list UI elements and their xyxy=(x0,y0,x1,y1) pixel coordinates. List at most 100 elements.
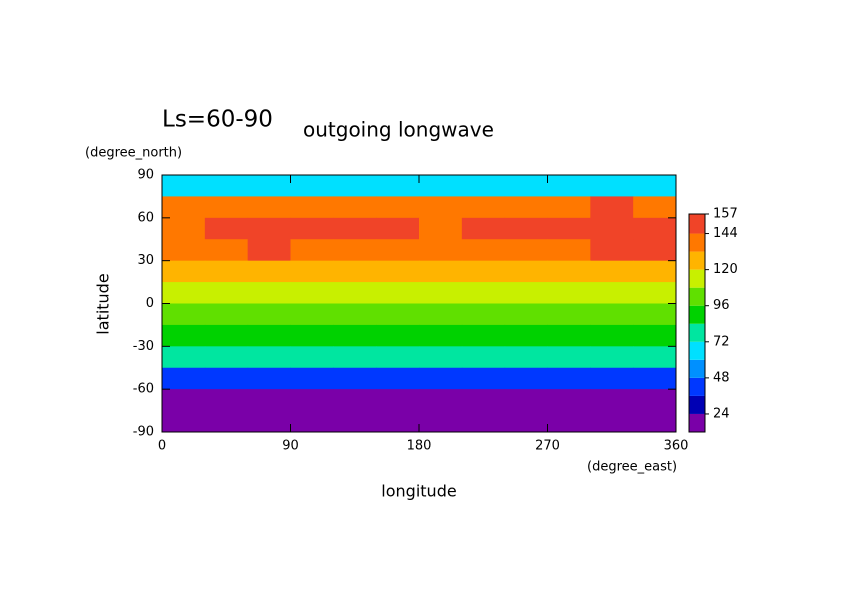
field-cell xyxy=(376,303,420,326)
field-cell xyxy=(290,260,334,283)
field-cell xyxy=(461,410,506,433)
y-tick-label: -90 xyxy=(133,425,154,440)
x-axis-label: longitude xyxy=(381,482,456,501)
field-cell xyxy=(290,389,334,412)
y-tick-label: 30 xyxy=(137,253,154,268)
field-cell xyxy=(419,239,463,262)
field-cell xyxy=(547,367,591,390)
field-cell xyxy=(547,196,591,219)
field-cell xyxy=(419,389,463,412)
y-tick-label: -60 xyxy=(133,382,154,397)
field-cell xyxy=(633,303,677,326)
field-cell xyxy=(504,367,548,390)
colorbar-band xyxy=(689,377,705,396)
field-cell xyxy=(204,196,249,219)
field-cell xyxy=(547,410,591,433)
field-cell xyxy=(419,303,463,326)
field-cell xyxy=(590,346,634,369)
field-cell xyxy=(162,282,206,304)
field-cell xyxy=(504,239,548,262)
x-tick-label: 180 xyxy=(407,439,432,454)
field-cell xyxy=(419,196,463,219)
field-cell xyxy=(162,260,206,283)
field-cell xyxy=(547,303,591,326)
field-cell xyxy=(162,410,206,433)
x-tick-label: 90 xyxy=(282,439,299,454)
field-cell xyxy=(162,239,206,262)
field-cell xyxy=(419,346,463,369)
field-cell xyxy=(504,260,548,283)
x-tick-label: 360 xyxy=(664,439,689,454)
x-unit: (degree_east) xyxy=(587,460,677,475)
colorbar-tick-label: 157 xyxy=(713,207,738,222)
field-cell xyxy=(290,367,334,390)
field-cell xyxy=(590,260,634,283)
field-cell xyxy=(247,389,291,412)
x-tick-label: 270 xyxy=(535,439,560,454)
field-cell xyxy=(247,367,291,390)
field-cell xyxy=(461,367,506,390)
field-cell xyxy=(333,389,377,412)
field-cell xyxy=(290,239,334,262)
field-cell xyxy=(590,282,634,304)
field-cell xyxy=(162,303,206,326)
colorbar-tick-label: 144 xyxy=(713,226,738,241)
field-cell xyxy=(333,196,377,219)
field-cell xyxy=(419,217,463,240)
field-cell xyxy=(333,239,377,262)
field-cell xyxy=(590,196,634,219)
field-cell xyxy=(633,324,677,347)
field-cell xyxy=(162,346,206,369)
y-unit: (degree_north) xyxy=(85,146,182,161)
field-cell xyxy=(162,389,206,412)
field-cell xyxy=(461,346,506,369)
field-cell xyxy=(633,367,677,390)
field-cell xyxy=(633,346,677,369)
field-cell xyxy=(204,260,249,283)
colorbar-band xyxy=(689,359,705,378)
field-cell xyxy=(504,175,548,197)
field-cell xyxy=(547,175,591,197)
colorbar-band xyxy=(689,323,705,342)
field-cell xyxy=(204,303,249,326)
field-cell xyxy=(333,346,377,369)
field-cell xyxy=(590,303,634,326)
colorbar-band xyxy=(689,305,705,324)
field-cell xyxy=(461,260,506,283)
field-cell xyxy=(376,175,420,197)
field-cell xyxy=(290,217,334,240)
field-cell xyxy=(247,410,291,433)
field-cell xyxy=(504,303,548,326)
field-cell xyxy=(633,410,677,433)
field-cell xyxy=(247,324,291,347)
colorbar-tick-label: 48 xyxy=(713,370,730,385)
field-cell xyxy=(419,175,463,197)
field-cell xyxy=(290,410,334,433)
field-cell xyxy=(590,239,634,262)
field-cell xyxy=(633,196,677,219)
field-cell xyxy=(333,282,377,304)
field-cell xyxy=(204,282,249,304)
y-tick-label: 90 xyxy=(137,168,154,183)
colorbar-band xyxy=(689,251,705,270)
field-cell xyxy=(376,239,420,262)
field-cell xyxy=(590,410,634,433)
field-cell xyxy=(376,324,420,347)
field-cell xyxy=(376,346,420,369)
field-cell xyxy=(419,260,463,283)
colorbar-tick-label: 96 xyxy=(713,298,730,313)
field-cell xyxy=(247,196,291,219)
field-cell xyxy=(333,367,377,390)
field-cell xyxy=(633,175,677,197)
field-cell xyxy=(419,282,463,304)
field-cell xyxy=(547,324,591,347)
field-cell xyxy=(247,303,291,326)
field-cell xyxy=(590,217,634,240)
field-cell xyxy=(247,217,291,240)
chart-title: Ls=60-90 xyxy=(162,107,273,133)
field-cell xyxy=(162,217,206,240)
field-cell xyxy=(290,324,334,347)
field-cell xyxy=(419,410,463,433)
field-cell xyxy=(290,346,334,369)
field-cell xyxy=(376,260,420,283)
